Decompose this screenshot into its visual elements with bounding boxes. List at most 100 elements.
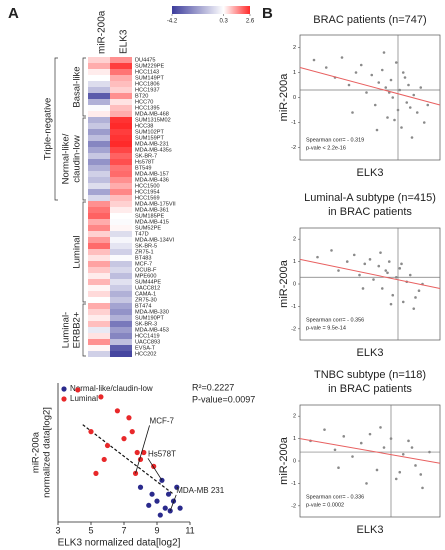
group-label: ERBB2+ bbox=[72, 311, 83, 348]
heatmap-cell bbox=[110, 81, 132, 87]
group-bracket bbox=[82, 57, 86, 117]
stat-text: Spearman corr= - 0.356 bbox=[306, 317, 364, 323]
supergroup-label: Triple-negative bbox=[43, 98, 54, 160]
x-tick-label: 11 bbox=[185, 525, 194, 535]
scatter-point bbox=[401, 300, 405, 304]
legend-marker bbox=[61, 386, 67, 392]
scatter-point bbox=[384, 86, 388, 89]
fit-line bbox=[299, 258, 441, 289]
heatmap-cell bbox=[88, 99, 110, 105]
heatmap-cell bbox=[110, 87, 132, 93]
fit-line bbox=[82, 424, 174, 495]
scatter-point bbox=[380, 287, 384, 290]
scatter-point bbox=[375, 128, 379, 132]
heatmap-cell bbox=[110, 63, 132, 69]
scatter-point bbox=[372, 278, 375, 281]
x-axis-label: ELK3 normalized data[log2] bbox=[58, 538, 181, 549]
annotation: Hs578T bbox=[148, 449, 176, 458]
heatmap-cell bbox=[88, 159, 110, 165]
heatmap-cell bbox=[110, 315, 132, 321]
scatter-point bbox=[359, 63, 363, 67]
heatmap-cell bbox=[110, 135, 132, 141]
heatmap-cell bbox=[88, 345, 110, 351]
scatter-point bbox=[384, 269, 388, 272]
row-label: MDA-MB-157 bbox=[135, 171, 169, 177]
chart-title: in BRAC patients bbox=[328, 206, 412, 218]
x-axis-label: ELK3 bbox=[357, 167, 384, 179]
heatmap-cell bbox=[110, 237, 132, 243]
scatter-point bbox=[394, 61, 398, 64]
heatmap-cell bbox=[88, 123, 110, 129]
row-label: MCF-7 bbox=[135, 261, 152, 267]
scatter-point bbox=[408, 106, 412, 109]
row-label: MDA-MB-415 bbox=[135, 219, 169, 225]
stat-text: p-vale = 0.0002 bbox=[306, 502, 344, 508]
scatter-point bbox=[365, 91, 368, 94]
heatmap-cell bbox=[88, 267, 110, 273]
scatter-point bbox=[146, 502, 152, 508]
heatmap-cell bbox=[88, 207, 110, 213]
heatmap-cell bbox=[110, 231, 132, 237]
scatter-point bbox=[114, 408, 120, 414]
stat-text: Spearman corr= - 0.336 bbox=[306, 494, 364, 500]
heatmap-cell bbox=[110, 75, 132, 81]
heatmap-cell bbox=[88, 213, 110, 219]
fit-line bbox=[299, 67, 441, 106]
chart-title: BRAC patients (n=747) bbox=[313, 14, 426, 26]
scatter-point bbox=[337, 269, 340, 272]
row-label: MDA-MB-134VI bbox=[135, 237, 175, 243]
scatter-point bbox=[368, 258, 372, 261]
scatter-point bbox=[126, 415, 132, 421]
scatter-point bbox=[88, 429, 94, 435]
heatmap-cell bbox=[88, 273, 110, 279]
heatmap-cell bbox=[110, 327, 132, 333]
row-label: ZR75-30 bbox=[135, 297, 157, 303]
heatmap-cell bbox=[88, 57, 110, 63]
scatter-point bbox=[165, 491, 172, 497]
heatmap-cell bbox=[110, 195, 132, 201]
scatter-point bbox=[162, 505, 168, 511]
row-label: MDA-MB-453 bbox=[135, 327, 169, 333]
scatter-point bbox=[401, 71, 405, 74]
scatter-point bbox=[177, 505, 183, 511]
heatmap-cell bbox=[88, 321, 110, 327]
row-label: MDA-MB-361 bbox=[135, 207, 169, 213]
row-label: MDA-MB-435s bbox=[135, 147, 172, 153]
scatter-point bbox=[134, 449, 140, 456]
scatter-point bbox=[400, 126, 403, 129]
heatmap-cell bbox=[88, 87, 110, 93]
row-label: HCC202 bbox=[135, 351, 156, 357]
chart-title: in BRAC patients bbox=[328, 383, 412, 395]
scatter-point bbox=[419, 86, 423, 89]
y-tick-label: -2 bbox=[291, 503, 296, 509]
heatmap-cell bbox=[110, 309, 132, 315]
scatter-point bbox=[330, 249, 333, 252]
y-tick-label: 1 bbox=[293, 436, 296, 442]
row-label: SUM190PT bbox=[135, 315, 164, 321]
annotation-pointer bbox=[135, 425, 150, 474]
heatmap-cell bbox=[110, 189, 132, 195]
fit-line bbox=[299, 438, 441, 464]
row-label: BT20 bbox=[135, 93, 148, 99]
scatter-point bbox=[414, 464, 417, 467]
scatter-point bbox=[401, 452, 405, 456]
stat-text: Spearman corr= - 0.319 bbox=[306, 137, 364, 143]
colorbar bbox=[172, 6, 250, 14]
row-label: MDA-MB-436 bbox=[135, 177, 169, 183]
heatmap-cell bbox=[88, 171, 110, 177]
row-label: HCC1143 bbox=[135, 69, 159, 75]
scatter-point bbox=[149, 491, 155, 497]
scatter-point bbox=[379, 426, 382, 429]
heatmap-cell bbox=[88, 327, 110, 333]
row-label: CAMA-1 bbox=[135, 291, 156, 297]
heatmap-cell bbox=[88, 147, 110, 153]
scatter-point bbox=[417, 289, 421, 293]
heatmap-cell bbox=[110, 255, 132, 261]
scatter-point bbox=[389, 437, 393, 440]
scatter-point bbox=[419, 473, 423, 476]
y-tick-label: 0 bbox=[293, 281, 296, 287]
row-label: SK-BR-5 bbox=[135, 243, 157, 249]
row-label: SUM159PT bbox=[135, 135, 164, 141]
heatmap-cell bbox=[88, 291, 110, 297]
